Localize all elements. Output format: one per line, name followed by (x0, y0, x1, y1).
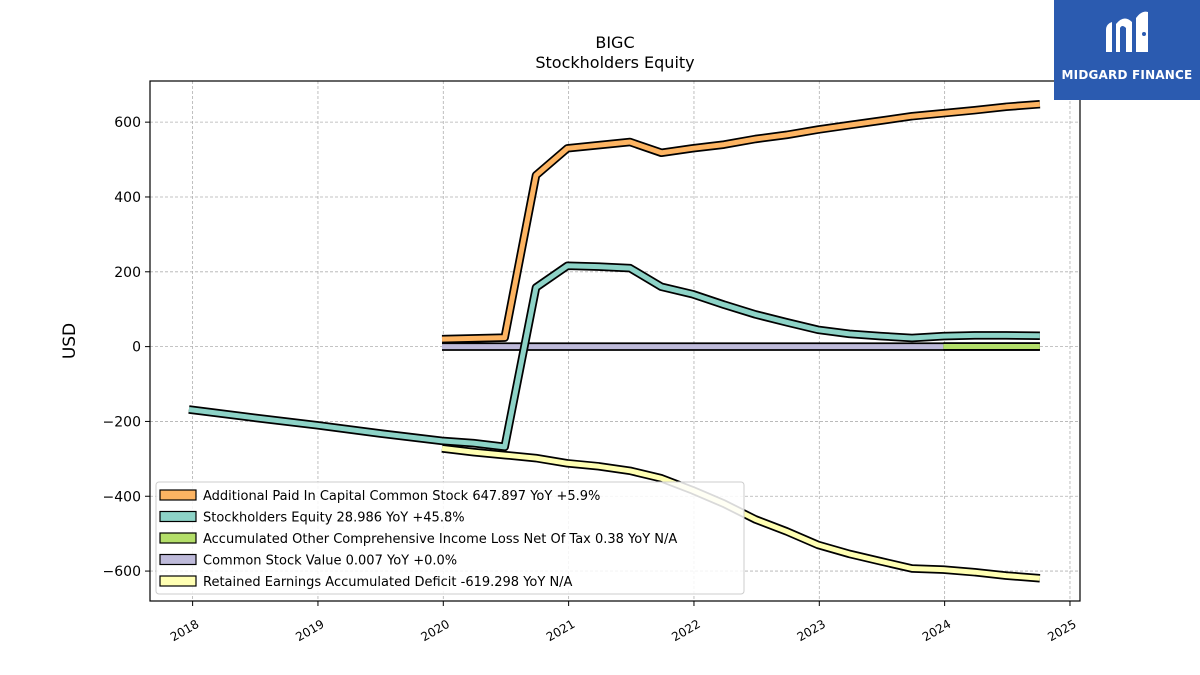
y-tick-label: −400 (103, 489, 141, 505)
y-tick-label: −600 (103, 564, 141, 580)
logo-text: MIDGARD FINANCE (1061, 68, 1193, 82)
legend-label: Additional Paid In Capital Common Stock … (203, 489, 600, 504)
series-line (441, 101, 1041, 342)
series-line (188, 263, 1040, 450)
brand-logo: MIDGARD FINANCE (1054, 0, 1200, 100)
midgard-logo-icon (1106, 11, 1148, 53)
series-1 (188, 261, 1040, 452)
legend-label: Common Stock Value 0.007 YoY +0.0% (203, 554, 457, 569)
legend: Additional Paid In Capital Common Stock … (155, 481, 745, 595)
chart-title: BIGC (595, 33, 634, 52)
legend-box (155, 481, 745, 595)
chart-subtitle: Stockholders Equity (535, 53, 694, 72)
legend-label: Stockholders Equity 28.986 YoY +45.8% (203, 511, 465, 526)
y-axis-label: USD (60, 323, 80, 359)
y-tick-label: 400 (114, 190, 141, 206)
legend-swatch (159, 489, 197, 501)
legend-swatch (159, 510, 197, 523)
legend-swatch (159, 553, 197, 566)
y-tick-label: −200 (103, 414, 141, 430)
legend-swatch (159, 532, 197, 544)
y-tick-label: 0 (132, 340, 141, 356)
legend-label: Accumulated Other Comprehensive Income L… (203, 532, 677, 547)
series-lines (188, 99, 1041, 583)
legend-swatch (159, 575, 197, 587)
y-tick-label: 600 (114, 115, 141, 131)
series-0 (441, 99, 1041, 344)
legend-label: Retained Earnings Accumulated Deficit -6… (203, 575, 573, 590)
y-tick-label: 200 (114, 265, 141, 281)
plot-frame (149, 80, 1081, 602)
